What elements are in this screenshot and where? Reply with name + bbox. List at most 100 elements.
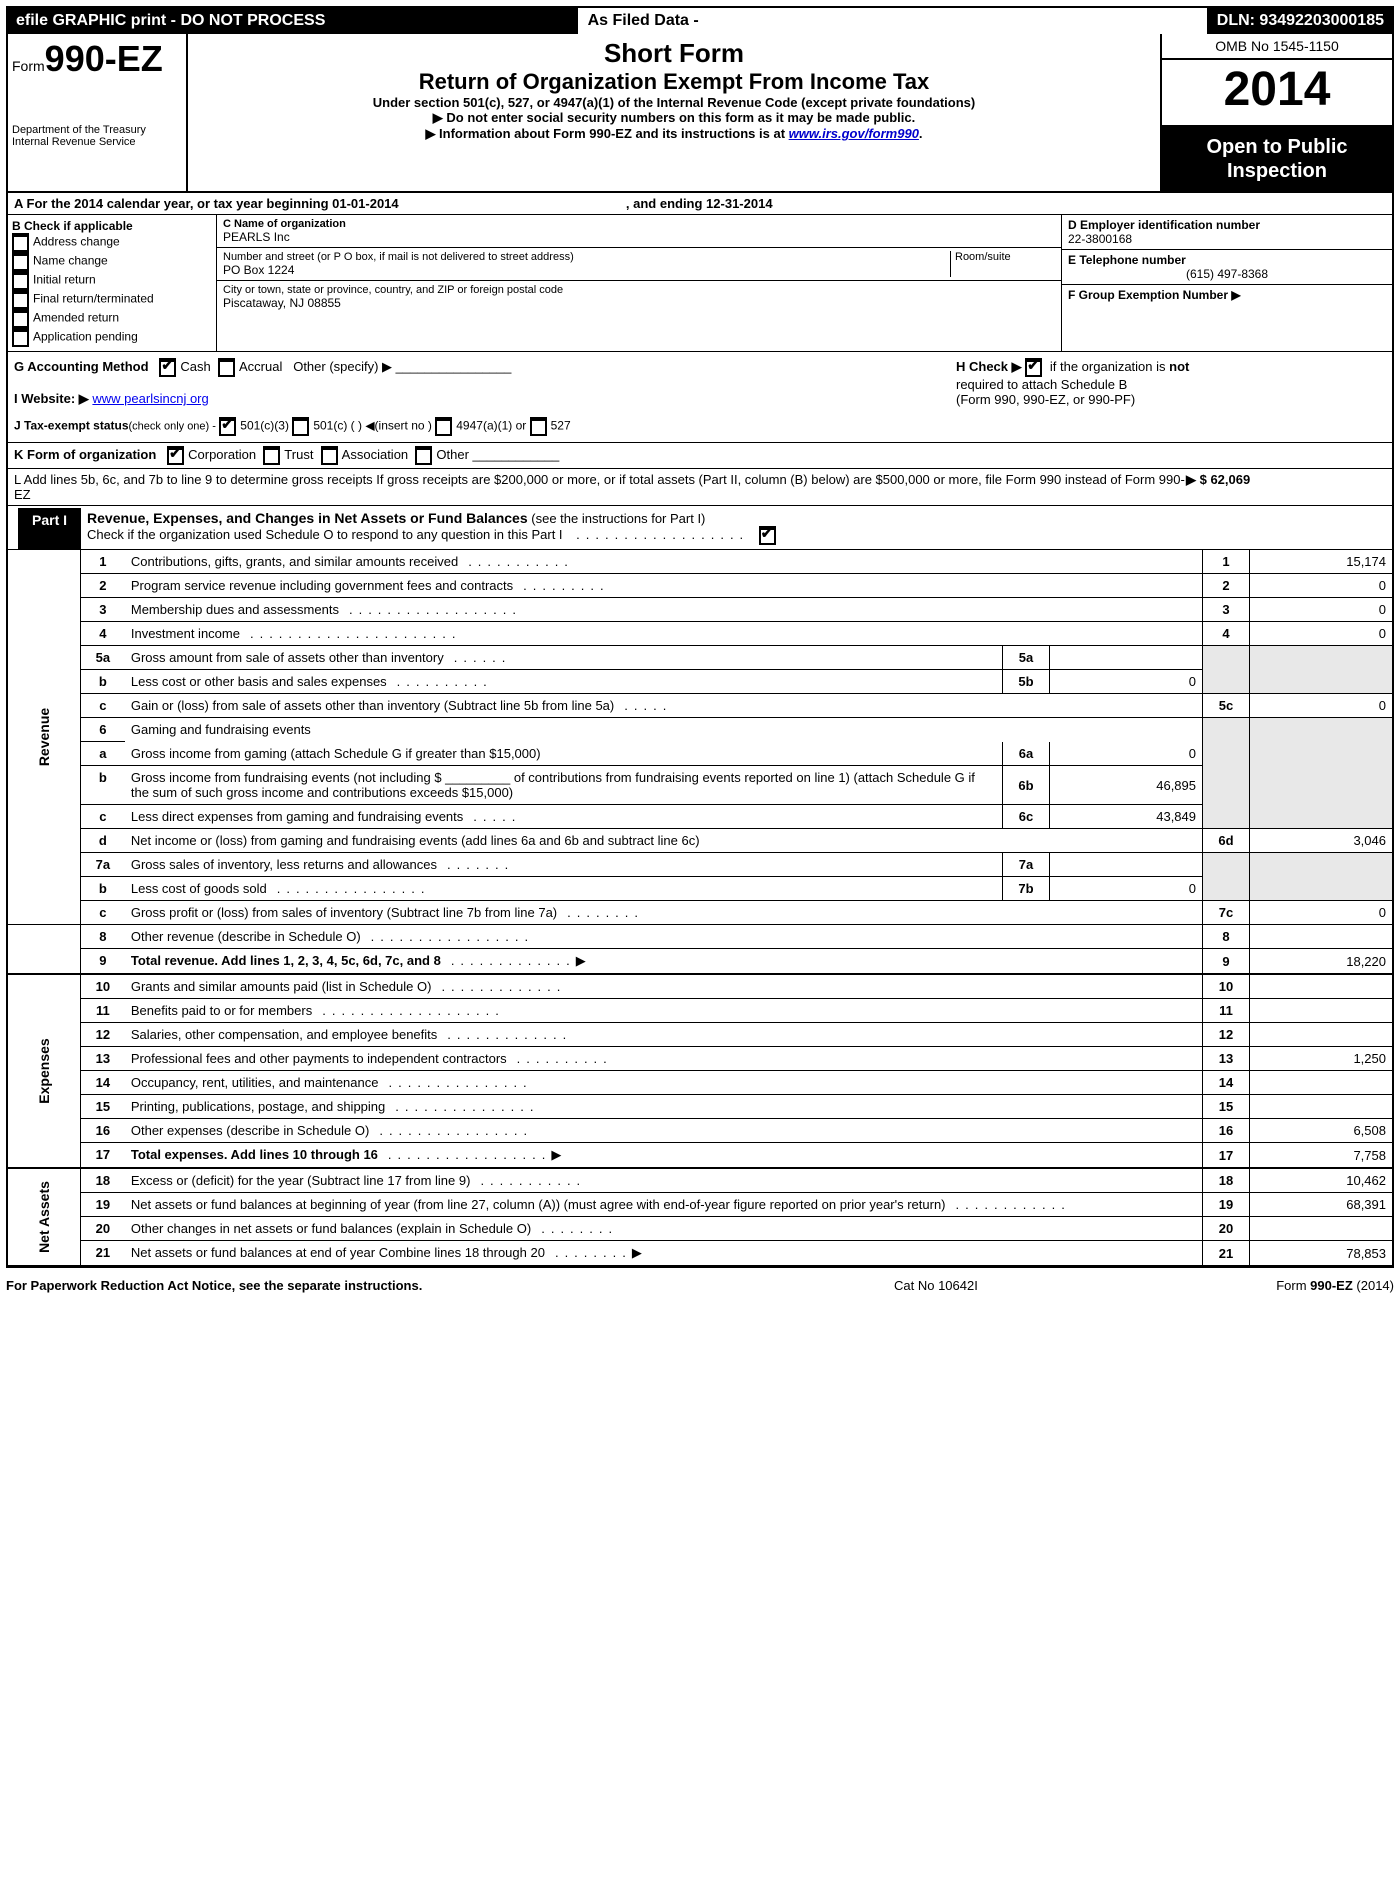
label-address-change: Address change — [33, 235, 120, 249]
checkbox-application-pending[interactable] — [12, 328, 29, 347]
line-3-no: 3 — [80, 598, 125, 622]
line-6a-sn: 6a — [1003, 742, 1050, 766]
open-to-public: Open to Public Inspection — [1162, 127, 1392, 191]
line-6c-desc: Less direct expenses from gaming and fun… — [131, 809, 463, 824]
line-7b-sv: 0 — [1050, 877, 1203, 901]
line-4-desc: Investment income — [131, 626, 240, 641]
header-right: OMB No 1545-1150 2014 Open to Public Ins… — [1162, 34, 1392, 191]
checkbox-amended-return[interactable] — [12, 309, 29, 328]
header-mid: Short Form Return of Organization Exempt… — [188, 34, 1162, 191]
section-h: H Check ▶ if the organization is not req… — [956, 358, 1386, 436]
line-19-no: 19 — [80, 1193, 125, 1217]
line-14-desc: Occupancy, rent, utilities, and maintena… — [131, 1075, 379, 1090]
checkbox-schedule-o-used[interactable] — [759, 526, 776, 545]
checkbox-initial-return[interactable] — [12, 271, 29, 290]
group-exemption-label: F Group Exemption Number ▶ — [1068, 288, 1386, 302]
line-17-no: 17 — [80, 1143, 125, 1169]
line-8-val — [1250, 925, 1393, 949]
line-6a-no: a — [80, 742, 125, 766]
label-other-org: Other — [436, 447, 469, 462]
checkbox-schedule-b-not-required[interactable] — [1025, 358, 1042, 377]
label-trust: Trust — [284, 447, 313, 462]
line-4-mn: 4 — [1203, 622, 1250, 646]
line-12-val — [1250, 1023, 1393, 1047]
line-18-no: 18 — [80, 1168, 125, 1193]
checkbox-cash[interactable] — [159, 358, 176, 377]
line-11-mn: 11 — [1203, 999, 1250, 1023]
line-6b-sn: 6b — [1003, 766, 1050, 805]
line-6b-desc: Gross income from fundraising events (no… — [131, 770, 975, 800]
line-16-desc: Other expenses (describe in Schedule O) — [131, 1123, 369, 1138]
ein-value: 22-3800168 — [1068, 232, 1386, 246]
tax-exempt-sub: (check only one) - — [129, 421, 216, 433]
line-17-desc: Total expenses. Add lines 10 through 16 — [131, 1147, 378, 1162]
label-accrual: Accrual — [239, 359, 282, 374]
omb-number: OMB No 1545-1150 — [1162, 34, 1392, 60]
checkbox-4947[interactable] — [435, 417, 452, 436]
form-title: Return of Organization Exempt From Incom… — [196, 69, 1152, 95]
checkbox-501c[interactable] — [292, 417, 309, 436]
line-9-mn: 9 — [1203, 949, 1250, 975]
addr-value: PO Box 1224 — [223, 263, 950, 277]
label-name-change: Name change — [33, 254, 108, 268]
checkbox-association[interactable] — [321, 446, 338, 465]
line-5c-no: c — [80, 694, 125, 718]
part-1-title: Revenue, Expenses, and Changes in Net As… — [81, 506, 1392, 549]
checkbox-501c3[interactable] — [219, 417, 236, 436]
line-18-mn: 18 — [1203, 1168, 1250, 1193]
line-18-val: 10,462 — [1250, 1168, 1393, 1193]
checkbox-address-change[interactable] — [12, 233, 29, 252]
line-6b-sv: 46,895 — [1050, 766, 1203, 805]
line-16-no: 16 — [80, 1119, 125, 1143]
line-19-val: 68,391 — [1250, 1193, 1393, 1217]
line-5c-mn: 5c — [1203, 694, 1250, 718]
note-info-post: . — [919, 126, 923, 141]
open-to-public-2: Inspection — [1227, 160, 1327, 182]
checkbox-trust[interactable] — [263, 446, 280, 465]
line-13-desc: Professional fees and other payments to … — [131, 1051, 507, 1066]
line-5b-no: b — [80, 670, 125, 694]
line-2-no: 2 — [80, 574, 125, 598]
row-b-to-f: B Check if applicable Address change Nam… — [8, 215, 1392, 352]
checkbox-accrual[interactable] — [218, 358, 235, 377]
line-7a-no: 7a — [80, 853, 125, 877]
section-a: A For the 2014 calendar year, or tax yea… — [8, 193, 1392, 215]
irs-link[interactable]: www.irs.gov/form990 — [789, 126, 919, 141]
h-check-label: H Check ▶ — [956, 359, 1022, 374]
checkbox-final-return[interactable] — [12, 290, 29, 309]
line-6a-sv: 0 — [1050, 742, 1203, 766]
footer-catno: Cat No 10642I — [894, 1278, 1194, 1293]
checkbox-other-org[interactable] — [415, 446, 432, 465]
line-20-mn: 20 — [1203, 1217, 1250, 1241]
label-cash: Cash — [180, 359, 210, 374]
section-b: B Check if applicable Address change Nam… — [8, 215, 217, 351]
tax-exempt-label: J Tax-exempt status — [14, 419, 129, 433]
line-7b-no: b — [80, 877, 125, 901]
header: Form990-EZ Department of the Treasury In… — [8, 34, 1392, 193]
h-text2: if the organization is — [1050, 359, 1166, 374]
line-1-mn: 1 — [1203, 550, 1250, 574]
line-6c-no: c — [80, 805, 125, 829]
label-527: 527 — [551, 419, 571, 433]
line-3-desc: Membership dues and assessments — [131, 602, 339, 617]
line-15-no: 15 — [80, 1095, 125, 1119]
line-18-desc: Excess or (deficit) for the year (Subtra… — [131, 1173, 471, 1188]
section-k: K Form of organization Corporation Trust… — [8, 443, 1392, 469]
line-15-desc: Printing, publications, postage, and shi… — [131, 1099, 385, 1114]
line-8-no: 8 — [80, 925, 125, 949]
website-link[interactable]: www pearlsincnj org — [92, 391, 208, 406]
line-6d-val: 3,046 — [1250, 829, 1393, 853]
line-6d-no: d — [80, 829, 125, 853]
checkbox-corporation[interactable] — [167, 446, 184, 465]
checkbox-527[interactable] — [530, 417, 547, 436]
line-13-val: 1,250 — [1250, 1047, 1393, 1071]
line-7a-sn: 7a — [1003, 853, 1050, 877]
top-bar: efile GRAPHIC print - DO NOT PROCESS As … — [8, 8, 1392, 34]
line-7c-val: 0 — [1250, 901, 1393, 925]
line-20-no: 20 — [80, 1217, 125, 1241]
line-20-desc: Other changes in net assets or fund bala… — [131, 1221, 531, 1236]
section-l-text: L Add lines 5b, 6c, and 7b to line 9 to … — [14, 472, 1186, 502]
phone-value: (615) 497-8368 — [1068, 267, 1386, 281]
line-9-no: 9 — [80, 949, 125, 975]
checkbox-name-change[interactable] — [12, 252, 29, 271]
